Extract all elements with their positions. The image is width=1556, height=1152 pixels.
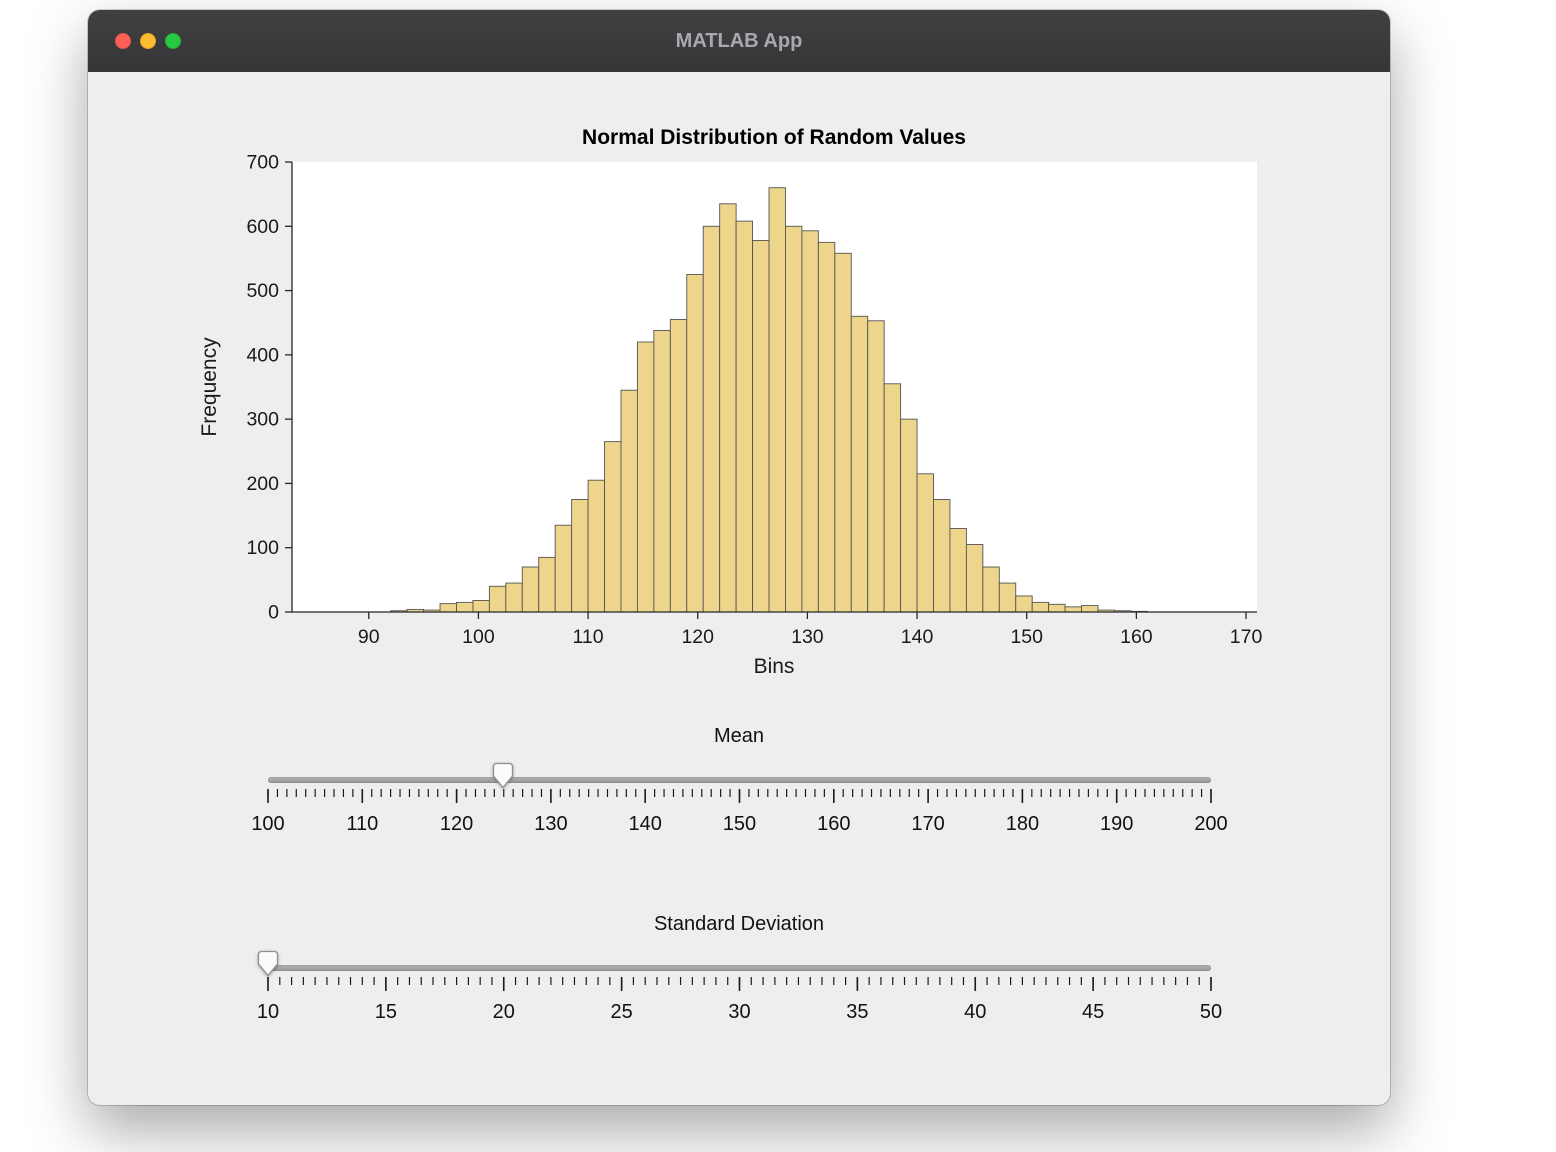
svg-text:200: 200 xyxy=(246,473,279,495)
std-slider-body: 10 15 20 25 30 35 40 45 50 xyxy=(256,950,1222,1043)
svg-text:700: 700 xyxy=(246,152,279,174)
svg-text:200: 200 xyxy=(1194,813,1227,835)
svg-text:100: 100 xyxy=(251,813,284,835)
mean-slider-thumb[interactable] xyxy=(492,762,514,789)
svg-text:120: 120 xyxy=(439,813,472,835)
svg-text:20: 20 xyxy=(492,1001,514,1023)
svg-text:0: 0 xyxy=(268,602,279,624)
window-title: MATLAB App xyxy=(675,29,803,52)
svg-text:40: 40 xyxy=(964,1001,986,1023)
svg-text:150: 150 xyxy=(1010,626,1043,648)
traffic-lights xyxy=(115,33,181,49)
svg-text:110: 110 xyxy=(572,626,603,648)
std-slider-track[interactable] xyxy=(267,965,1211,971)
std-slider-ticks: 10 15 20 25 30 35 40 45 50 xyxy=(256,977,1222,1023)
svg-text:300: 300 xyxy=(246,409,279,431)
mean-slider-ticks: 100 110 120 130 140 150 160 170 180 190 200 xyxy=(251,789,1227,835)
svg-text:45: 45 xyxy=(1082,1001,1104,1023)
mean-slider-track[interactable] xyxy=(267,777,1211,783)
y-axis-label: Frequency xyxy=(197,337,221,437)
svg-text:130: 130 xyxy=(534,813,567,835)
svg-text:190: 190 xyxy=(1100,813,1133,835)
slider-thumb-icon xyxy=(493,762,514,789)
svg-text:180: 180 xyxy=(1005,813,1038,835)
histogram-chart: Normal Distribution of Random Values Fre… xyxy=(198,126,1277,679)
close-button[interactable] xyxy=(115,33,131,49)
chart-title: Normal Distribution of Random Values xyxy=(582,126,966,149)
app-content: Normal Distribution of Random Values Fre… xyxy=(88,126,1390,1105)
mean-slider-label: Mean xyxy=(713,725,765,747)
svg-text:25: 25 xyxy=(610,1001,632,1023)
svg-text:30: 30 xyxy=(728,1001,750,1023)
svg-text:150: 150 xyxy=(722,813,755,835)
svg-text:120: 120 xyxy=(681,626,714,648)
std-slider-thumb[interactable] xyxy=(257,950,279,977)
svg-text:140: 140 xyxy=(628,813,661,835)
titlebar[interactable]: MATLAB App xyxy=(88,10,1390,72)
mean-slider-body: 100 110 120 130 140 150 160 170 180 190 200 xyxy=(251,762,1227,855)
svg-text:100: 100 xyxy=(246,537,279,559)
std-slider-label: Standard Deviation xyxy=(653,913,825,935)
svg-text:110: 110 xyxy=(346,813,378,835)
svg-text:400: 400 xyxy=(246,344,279,366)
svg-text:500: 500 xyxy=(246,280,279,302)
app-window: MATLAB App Normal Distribution of Random… xyxy=(88,10,1390,1105)
mean-slider: Mean 100 110 120 130 140 150 160 170 180 190 200 xyxy=(238,725,1241,855)
svg-text:10: 10 xyxy=(256,1001,278,1023)
svg-text:35: 35 xyxy=(846,1001,868,1023)
svg-text:600: 600 xyxy=(246,216,279,238)
histogram-plot: 90 100 110 120 130 140 150 160 170 0 100 200 300 400 5… xyxy=(246,152,1262,648)
svg-text:170: 170 xyxy=(911,813,944,835)
svg-text:130: 130 xyxy=(791,626,824,648)
svg-text:50: 50 xyxy=(1199,1001,1221,1023)
svg-text:90: 90 xyxy=(357,626,379,648)
svg-text:15: 15 xyxy=(374,1001,396,1023)
minimize-button[interactable] xyxy=(140,33,156,49)
x-axis-label: Bins xyxy=(753,655,795,678)
svg-text:160: 160 xyxy=(1120,626,1153,648)
svg-text:170: 170 xyxy=(1229,626,1262,648)
zoom-button[interactable] xyxy=(165,33,181,49)
svg-text:100: 100 xyxy=(462,626,495,648)
std-slider: Standard Deviation 10 15 20 25 30 35 40 45 50 xyxy=(238,913,1241,1043)
svg-text:160: 160 xyxy=(817,813,850,835)
slider-thumb-icon xyxy=(257,950,278,977)
svg-text:140: 140 xyxy=(900,626,933,648)
